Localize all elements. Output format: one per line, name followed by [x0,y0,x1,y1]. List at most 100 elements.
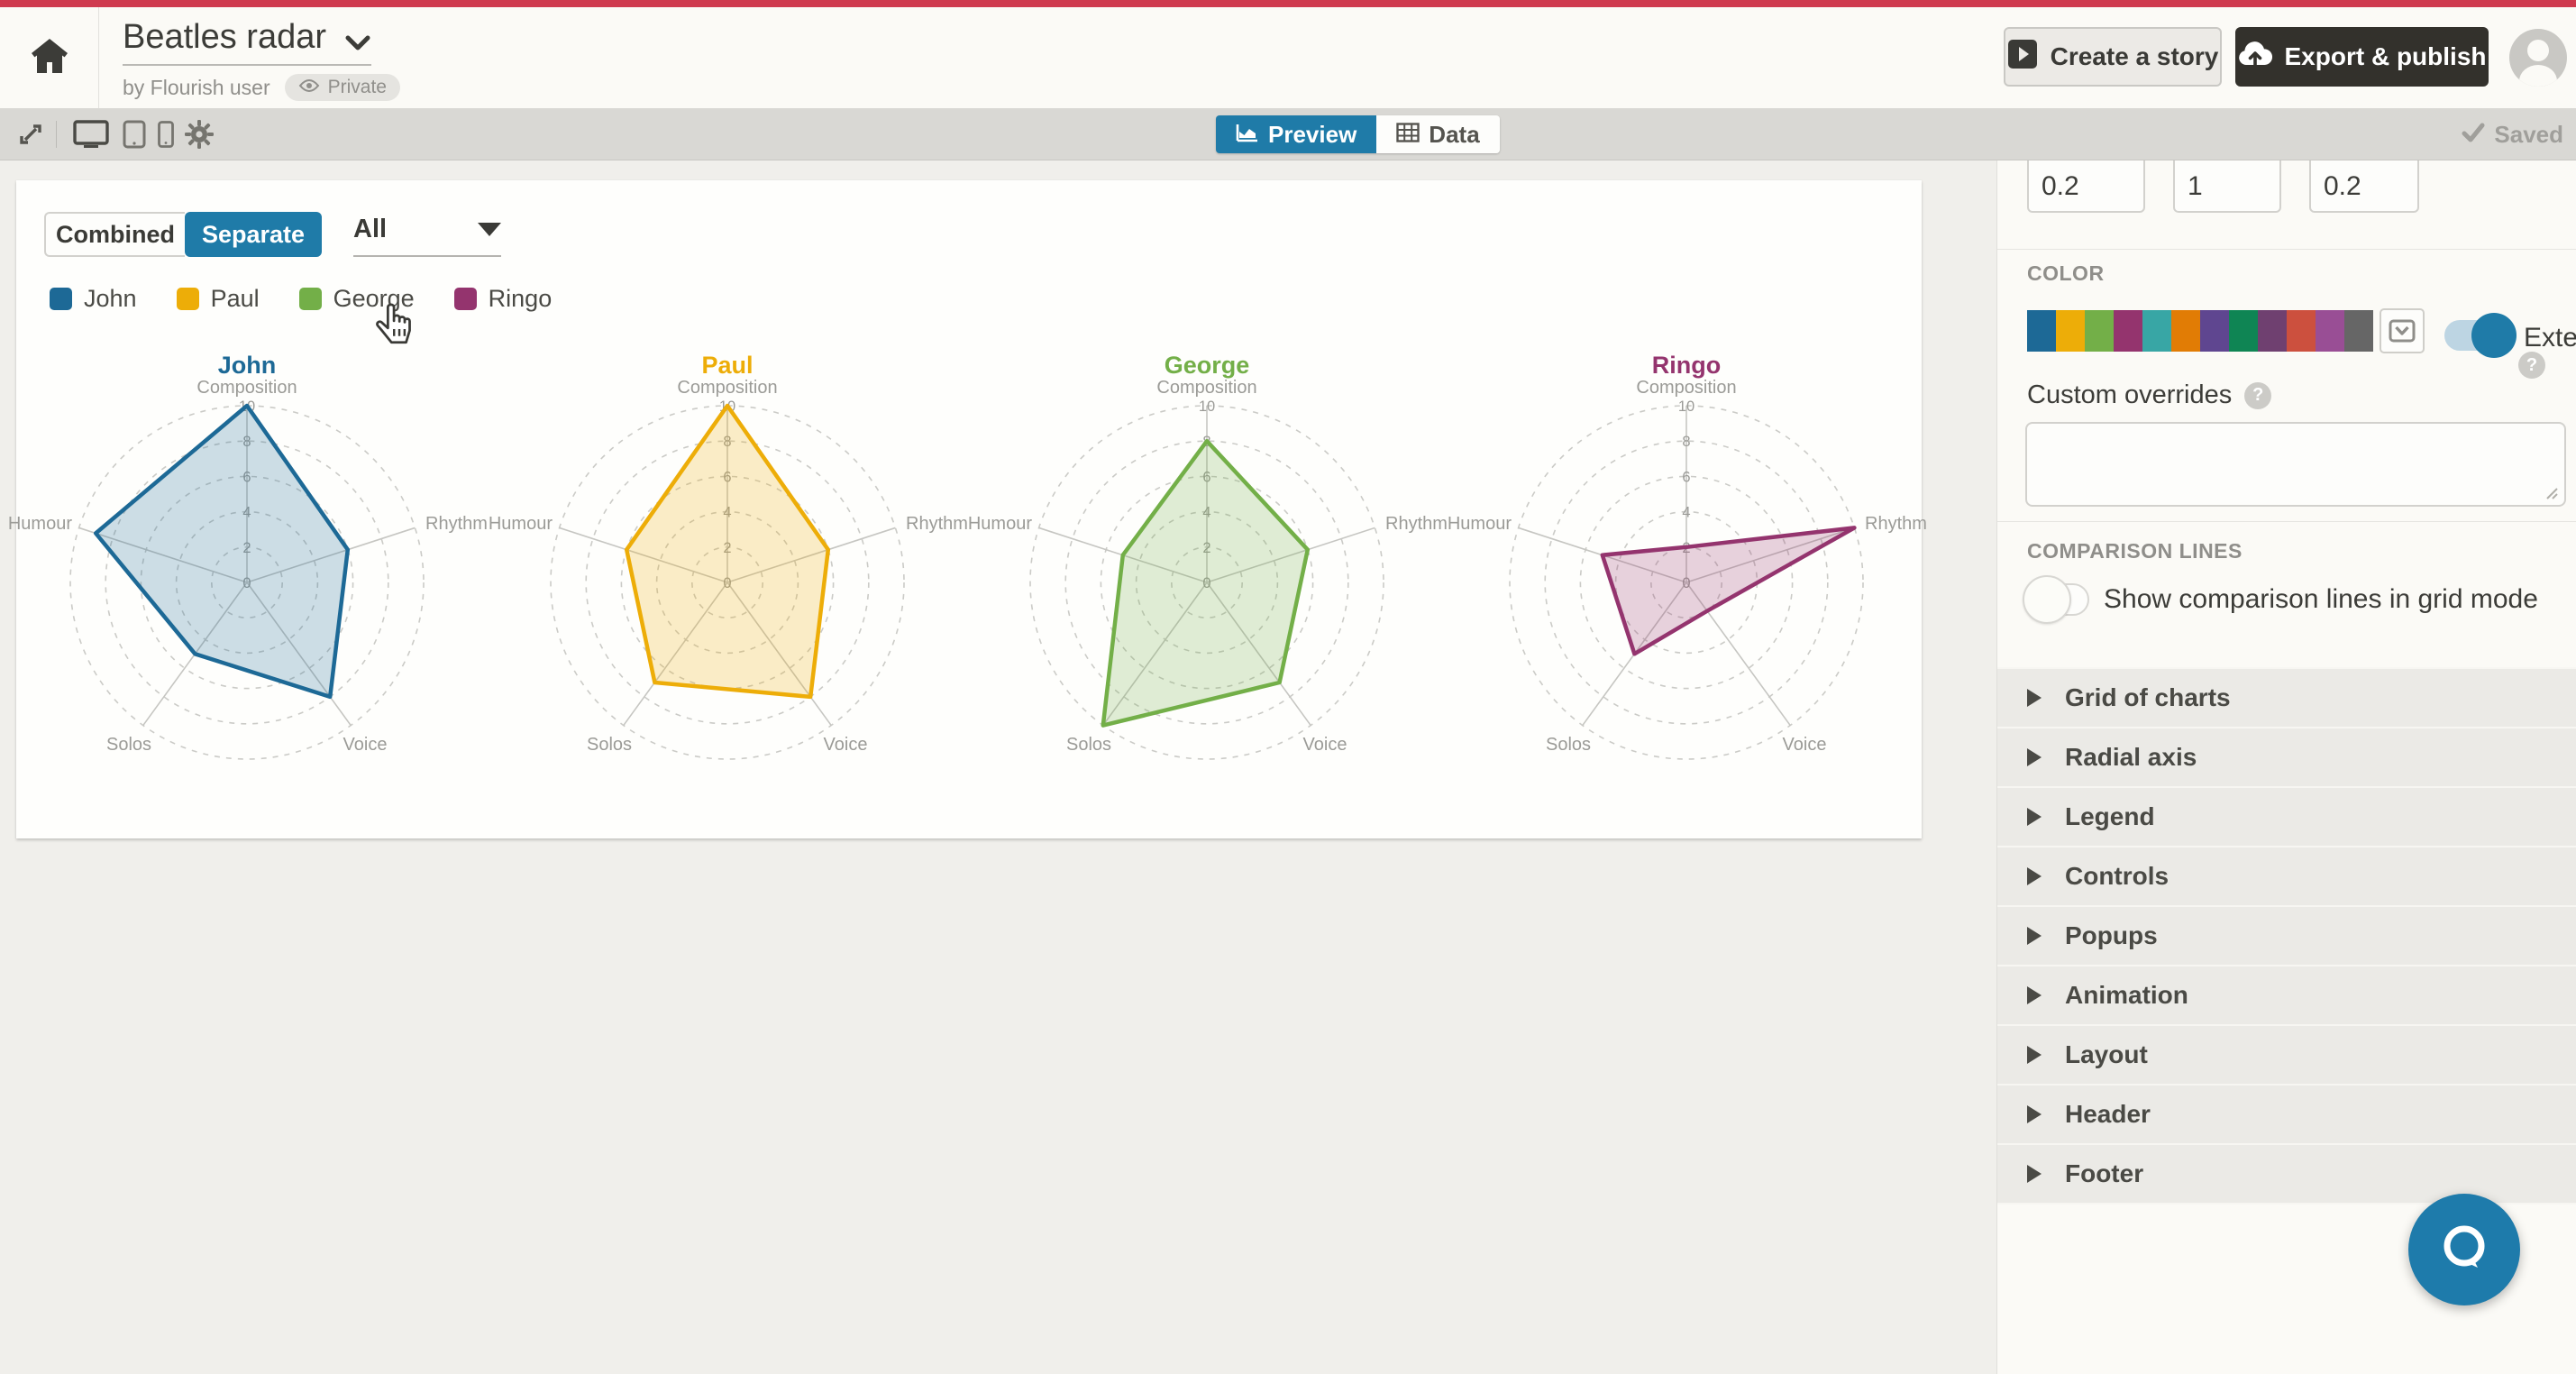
setting-number-input-2[interactable] [2173,160,2281,213]
palette-swatch-2[interactable] [2056,310,2085,352]
support-chat-button[interactable] [2408,1194,2520,1305]
chevron-down-icon[interactable] [344,34,371,57]
accordion-label: Footer [2065,1159,2144,1187]
mode-combined-button[interactable]: Combined [44,212,185,257]
axis-label-composition: Composition [677,378,777,398]
legend-swatch [50,288,72,310]
tab-preview[interactable]: Preview [1216,115,1377,153]
chevron-right-icon [2027,867,2042,885]
axis-spoke [246,582,352,727]
custom-overrides-textarea[interactable] [2025,422,2566,507]
story-play-icon [2007,39,2038,76]
palette-swatch-5[interactable] [2142,310,2171,352]
privacy-badge[interactable]: Private [284,74,400,101]
phone-preview-icon[interactable] [153,108,178,160]
avatar[interactable] [2509,29,2567,87]
palette-swatch-1[interactable] [2027,310,2056,352]
legend-item-john[interactable]: John [50,285,137,313]
axis-label-voice: Voice [1783,735,1827,755]
axis-label-voice: Voice [824,735,868,755]
project-title[interactable]: Beatles radar [123,18,327,56]
extend-palette-toggle[interactable] [2444,313,2517,358]
mode-separate-button[interactable]: Separate [185,212,322,257]
axis-spoke [726,527,896,583]
legend-label: Paul [210,285,260,312]
palette-swatch-9[interactable] [2258,310,2287,352]
chevron-right-icon [2027,748,2042,766]
tick-label: 4 [1682,505,1690,521]
palette-swatch-10[interactable] [2287,310,2316,352]
radar-chart-ringo: Ringo 0 2 4 6 8 10 Composition Rhythm Voice Solos H… [1447,341,1927,822]
palette-swatch-11[interactable] [2316,310,2344,352]
radar-series-polygon[interactable] [624,403,831,700]
axis-spoke [1206,527,1375,583]
radar-series-polygon[interactable] [1600,526,1857,656]
home-button[interactable] [0,7,99,108]
custom-overrides-help-icon[interactable]: ? [2244,381,2272,409]
export-publish-label: Export & publish [2284,42,2487,70]
area-chart-icon [1236,121,1259,149]
axis-spoke [1102,582,1208,727]
preview-toolbar: Preview Data Saved [0,108,2576,160]
accordion-controls[interactable]: Controls [1997,847,2576,907]
accordion-legend[interactable]: Legend [1997,788,2576,847]
legend-item-george[interactable]: George [298,285,415,313]
sidebar-divider [1997,249,2576,250]
comparison-lines-toggle[interactable] [2023,575,2098,624]
extend-help-icon[interactable]: ? [2518,352,2545,379]
export-publish-button[interactable]: Export & publish [2235,27,2489,87]
palette-swatch-12[interactable] [2344,310,2373,352]
cloud-upload-icon [2238,41,2272,73]
axis-spoke [78,527,248,583]
series-filter-dropdown[interactable]: All [353,215,501,257]
tablet-preview-icon[interactable] [119,108,150,160]
palette-dropdown-button[interactable] [2380,308,2425,353]
accordion-radial-axis[interactable]: Radial axis [1997,728,2576,788]
tick-label: 2 [1202,540,1210,556]
settings-accordion-list: Grid of charts Radial axis Legend Controls P… [1997,667,2576,1205]
grid-ring [1544,440,1829,725]
setting-number-input-1[interactable] [2027,160,2145,213]
palette-swatch-3[interactable] [2085,310,2114,352]
accordion-grid-of-charts[interactable]: Grid of charts [1997,669,2576,728]
legend-item-paul[interactable]: Paul [176,285,260,313]
create-story-button[interactable]: Create a story [2004,27,2222,87]
accordion-animation[interactable]: Animation [1997,966,2576,1026]
tab-data[interactable]: Data [1376,115,1500,153]
tick-label: 6 [1202,469,1210,485]
radar-series-polygon[interactable] [1101,438,1311,728]
axis-spoke [623,582,728,727]
home-icon [29,35,70,81]
chart-legend: John Paul George Ringo [50,285,552,313]
palette-swatch-8[interactable] [2229,310,2258,352]
axis-label-solos: Solos [587,735,632,755]
axis-label-rhythm: Rhythm [1385,514,1447,534]
axis-spoke [1685,527,1855,583]
settings-gear-icon[interactable] [182,108,216,160]
extend-toggle-label: Extend [2524,323,2576,353]
axis-label-humour: Humour [1448,514,1512,534]
color-palette-picker[interactable] [2027,310,2373,352]
legend-item-ringo[interactable]: Ringo [453,285,553,313]
radar-chart-george: George 0 2 4 6 8 10 Composition Rhythm Voice Solos… [967,341,1448,822]
fullscreen-icon[interactable] [14,108,47,160]
accordion-footer[interactable]: Footer [1997,1145,2576,1205]
palette-swatch-4[interactable] [2114,310,2142,352]
tick-label: 10 [1199,398,1215,415]
accordion-popups[interactable]: Popups [1997,907,2576,966]
accordion-header[interactable]: Header [1997,1085,2576,1145]
settings-sidebar: COLOR Extend ? Custom overrides ? COMPAR… [1996,160,2576,1374]
axis-label-rhythm: Rhythm [425,514,487,534]
radar-series-polygon[interactable] [93,403,351,700]
palette-swatch-7[interactable] [2200,310,2229,352]
toggle-knob [2471,313,2517,358]
desktop-preview-icon[interactable] [72,108,110,160]
axis-label-voice: Voice [343,735,388,755]
toggle-knob [2023,575,2071,624]
axis-label-composition: Composition [1156,378,1256,398]
setting-number-input-3[interactable] [2309,160,2419,213]
accordion-layout[interactable]: Layout [1997,1026,2576,1085]
legend-label: Ringo [488,285,553,312]
palette-swatch-6[interactable] [2171,310,2200,352]
top-accent-bar [0,0,2576,7]
